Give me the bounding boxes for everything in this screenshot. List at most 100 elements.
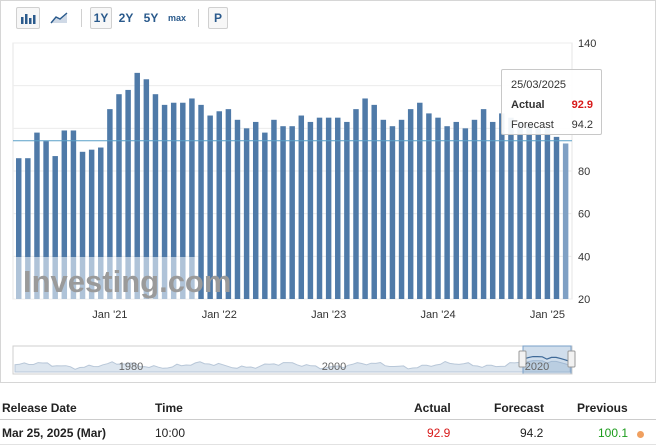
range-max-button[interactable]: max — [167, 13, 186, 23]
bar[interactable] — [280, 126, 286, 299]
bar[interactable] — [116, 94, 122, 299]
bar[interactable] — [170, 102, 177, 299]
bar[interactable] — [43, 141, 49, 299]
bar[interactable] — [353, 109, 359, 299]
watermark-text: Investing.com — [23, 264, 231, 299]
bar[interactable] — [553, 136, 560, 299]
bar[interactable] — [225, 109, 232, 299]
x-tick-label: Jan '23 — [311, 309, 346, 321]
row-previous: 100.1 — [598, 426, 629, 440]
bar[interactable] — [61, 130, 68, 299]
bar[interactable] — [462, 128, 469, 299]
chart-canvas: 20 40 60 80 140 Jan '21 Jan '22 Jan '23 Jan '24… — [12, 38, 596, 375]
bar[interactable] — [371, 104, 377, 300]
bar[interactable] — [252, 121, 259, 300]
bar[interactable] — [88, 149, 95, 299]
col-time: Time — [155, 401, 183, 415]
row-actual: 92.9 — [427, 426, 451, 440]
y-tick-label: 40 — [578, 251, 590, 263]
bar[interactable] — [134, 72, 140, 300]
overview-selection-series — [523, 356, 571, 363]
bar[interactable] — [426, 113, 432, 300]
bar[interactable] — [535, 128, 542, 299]
area-chart-type-button[interactable] — [47, 7, 71, 29]
bar[interactable] — [499, 113, 505, 300]
tooltip-forecast-value: 94.2 — [571, 119, 593, 131]
tooltip-forecast-label: Forecast — [511, 119, 554, 131]
range-2y-button[interactable]: 2Y — [118, 11, 134, 25]
print-button[interactable]: P — [208, 7, 228, 29]
bar[interactable] — [25, 158, 31, 299]
bar-chart-icon — [21, 14, 36, 24]
overview-year-label: 2020 — [525, 361, 549, 373]
overview-year-label: 2000 — [322, 361, 346, 373]
tooltip-date: 25/03/2025 — [511, 79, 567, 91]
col-actual: Actual — [414, 401, 451, 415]
bar[interactable] — [435, 117, 441, 299]
bar[interactable] — [344, 121, 350, 300]
bar[interactable] — [544, 128, 551, 299]
bar[interactable] — [79, 151, 86, 299]
row-forecast: 94.2 — [520, 426, 544, 440]
bar[interactable] — [125, 89, 131, 300]
bar[interactable] — [508, 117, 514, 299]
bar[interactable] — [453, 121, 459, 300]
bar[interactable] — [362, 98, 368, 299]
bar[interactable] — [243, 128, 250, 299]
bar[interactable] — [480, 109, 487, 299]
overview-series — [14, 360, 571, 373]
bar[interactable] — [161, 104, 168, 300]
status-dot — [637, 431, 644, 438]
bar[interactable] — [417, 102, 423, 299]
bar[interactable] — [143, 79, 150, 300]
bar[interactable] — [70, 130, 77, 299]
overview-selection[interactable] — [522, 345, 572, 375]
bar[interactable] — [335, 117, 341, 299]
bar[interactable] — [489, 121, 496, 300]
bar[interactable] — [380, 119, 387, 299]
bar[interactable] — [234, 119, 241, 299]
bar[interactable] — [16, 158, 22, 299]
bar[interactable] — [307, 121, 314, 300]
col-release-date: Release Date — [2, 401, 77, 415]
x-tick-label: Jan '24 — [420, 309, 455, 321]
y-tick-label: 20 — [578, 294, 590, 306]
bar[interactable] — [152, 94, 159, 299]
bar[interactable] — [271, 119, 277, 299]
bar[interactable] — [198, 104, 204, 300]
bar-chart-type-button[interactable] — [16, 7, 40, 29]
bar[interactable] — [526, 124, 532, 299]
bar[interactable] — [389, 126, 396, 299]
overview-left-handle[interactable] — [518, 350, 527, 368]
bar[interactable] — [298, 115, 305, 299]
area-chart-icon — [50, 12, 68, 24]
overview-right-handle[interactable] — [567, 350, 576, 368]
bar[interactable] — [262, 132, 268, 299]
bar[interactable] — [444, 126, 450, 299]
bar[interactable] — [325, 117, 332, 299]
bar[interactable] — [289, 126, 295, 299]
bar[interactable] — [180, 102, 186, 299]
row-release-date[interactable]: Mar 25, 2025 (Mar) — [2, 426, 107, 440]
bar[interactable] — [189, 98, 195, 299]
row-time: 10:00 — [155, 426, 186, 440]
bar[interactable] — [471, 119, 478, 299]
bar[interactable] — [562, 143, 569, 299]
x-tick-label: Jan '22 — [202, 309, 237, 321]
watermark-bg — [15, 257, 195, 299]
y-tick-label: 60 — [578, 209, 590, 221]
range-1y-button[interactable]: 1Y — [90, 7, 112, 29]
col-previous: Previous — [577, 401, 628, 415]
range-5y-button[interactable]: 5Y — [143, 11, 159, 25]
bar[interactable] — [398, 119, 405, 299]
bar[interactable] — [34, 132, 40, 299]
bar[interactable] — [407, 109, 414, 299]
bar[interactable] — [316, 117, 323, 299]
bar[interactable] — [517, 121, 523, 300]
bar[interactable] — [98, 147, 104, 299]
tooltip-actual-value: 92.9 — [571, 99, 593, 111]
bar[interactable] — [216, 111, 222, 300]
bar[interactable] — [52, 156, 58, 299]
bar[interactable] — [107, 109, 113, 299]
bar[interactable] — [207, 115, 213, 299]
